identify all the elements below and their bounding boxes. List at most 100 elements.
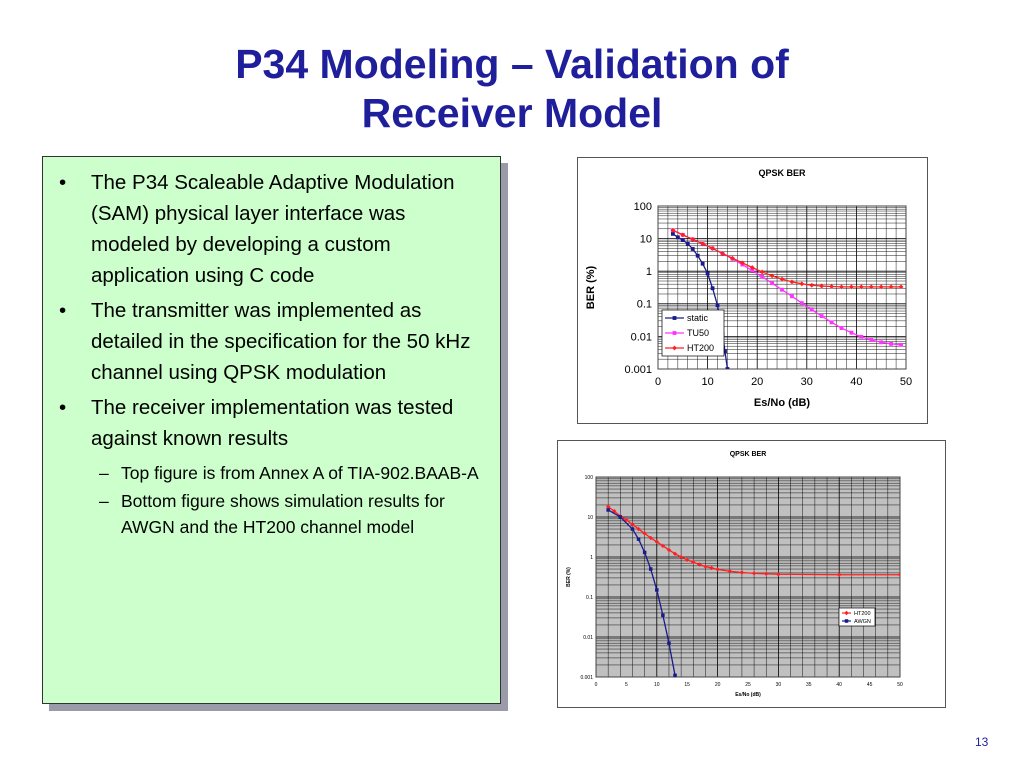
x-axis-label: Es/No (dB) xyxy=(735,692,761,698)
bullet-text: The receiver implementation was tested a… xyxy=(91,396,454,450)
bullet-textbox: • The P34 Scaleable Adaptive Modulation … xyxy=(42,156,501,704)
data-point xyxy=(799,301,804,306)
data-point xyxy=(655,588,659,592)
bullet-item: • The receiver implementation was tested… xyxy=(57,392,487,540)
chart-title: QPSK BER xyxy=(730,451,767,458)
x-tick-label: 40 xyxy=(836,682,842,688)
data-point xyxy=(789,279,795,285)
data-point xyxy=(759,269,765,275)
data-point xyxy=(680,232,686,238)
series-awgn xyxy=(606,508,677,677)
bullet-item: • The P34 Scaleable Adaptive Modulation … xyxy=(57,167,487,291)
data-point xyxy=(618,515,623,519)
sub-bullet-text: Bottom figure shows simulation results f… xyxy=(121,491,445,537)
data-point xyxy=(723,349,727,354)
data-point xyxy=(727,569,732,574)
x-tick-label: 0 xyxy=(655,376,661,388)
data-point xyxy=(680,238,685,243)
data-point xyxy=(878,284,884,290)
data-point xyxy=(667,641,671,645)
x-axis-label: Es/No (dB) xyxy=(754,397,811,409)
data-point xyxy=(829,284,834,289)
x-tick-label: 20 xyxy=(715,682,721,688)
legend-swatch-marker xyxy=(672,331,677,335)
data-point xyxy=(636,537,641,541)
legend-swatch-marker xyxy=(672,316,677,320)
data-point xyxy=(685,557,690,563)
y-tick-label: 0.1 xyxy=(637,299,652,311)
data-point xyxy=(749,265,755,270)
data-point xyxy=(889,341,894,346)
y-tick-label: 100 xyxy=(585,475,594,481)
data-point xyxy=(612,508,617,514)
x-tick-label: 20 xyxy=(751,376,763,388)
slide-title: P34 Modeling – Validation of Receiver Mo… xyxy=(0,40,1024,138)
plot-frame xyxy=(657,205,907,370)
data-point xyxy=(690,247,695,251)
data-point xyxy=(636,526,641,532)
y-axis-label: BER (%) xyxy=(566,567,572,587)
data-point xyxy=(739,570,745,575)
chart-title: QPSK BER xyxy=(758,168,806,178)
data-point xyxy=(829,320,834,325)
data-point xyxy=(809,282,815,288)
x-tick-label: 50 xyxy=(897,682,903,688)
data-point xyxy=(700,241,706,247)
data-point xyxy=(898,284,904,290)
data-point xyxy=(648,567,653,571)
x-tick-label: 10 xyxy=(701,376,713,388)
sub-bullet-item: – Top figure is from Annex A of TIA-902.… xyxy=(91,460,487,486)
data-point xyxy=(739,260,745,266)
x-tick-label: 40 xyxy=(850,376,862,388)
data-point xyxy=(839,284,844,290)
legend-label: AWGN xyxy=(854,619,871,625)
x-tick-label: 25 xyxy=(745,682,751,688)
data-point xyxy=(780,287,784,292)
data-point xyxy=(675,235,680,240)
legend: static TU50 HT200 xyxy=(661,309,725,357)
legend-label: static xyxy=(687,313,709,323)
data-point xyxy=(764,571,769,577)
data-point xyxy=(888,284,894,290)
legend-swatch-marker xyxy=(844,610,849,616)
legend-label: TU50 xyxy=(687,328,709,338)
y-tick-label: 10 xyxy=(640,233,652,245)
data-point xyxy=(730,255,735,261)
sub-bullet-marker: – xyxy=(99,463,109,483)
y-tick-label: 100 xyxy=(634,201,652,213)
data-point xyxy=(673,673,677,677)
data-point xyxy=(897,572,900,577)
legend-label: HT200 xyxy=(854,611,871,617)
sub-bullet-marker: – xyxy=(99,491,109,511)
data-point xyxy=(858,284,864,290)
data-point xyxy=(672,551,678,557)
data-point xyxy=(849,330,854,335)
data-point xyxy=(710,246,715,251)
data-point xyxy=(819,314,824,319)
title-line-1: P34 Modeling – Validation of xyxy=(235,41,789,87)
bottom-chart: QPSK BER 100 10 1 0.1 0.01 0.001 0 5 10 15 20 25 30 35… xyxy=(557,440,946,708)
plot-area xyxy=(596,477,900,677)
data-point xyxy=(751,571,757,576)
x-tick-label: 5 xyxy=(625,682,628,688)
plot-frame xyxy=(595,476,901,678)
legend-swatch-marker xyxy=(672,345,677,351)
legend-label: HT200 xyxy=(687,343,714,353)
y-axis-label: BER (%) xyxy=(585,265,597,309)
x-tick-label: 15 xyxy=(684,682,690,688)
bullet-text: The transmitter was implemented as detai… xyxy=(91,299,471,384)
sub-bullet-item: – Bottom figure shows simulation results… xyxy=(91,488,487,540)
bullet-text: The P34 Scaleable Adaptive Modulation (S… xyxy=(91,171,455,287)
data-point xyxy=(685,241,690,246)
data-point xyxy=(661,613,665,617)
data-point xyxy=(695,253,700,258)
data-point xyxy=(648,535,653,541)
y-tick-label: 1 xyxy=(590,555,593,561)
x-tick-label: 35 xyxy=(806,682,812,688)
data-point xyxy=(899,342,903,347)
data-point xyxy=(670,231,675,236)
series-ht200 xyxy=(670,227,904,290)
data-point xyxy=(710,286,715,291)
